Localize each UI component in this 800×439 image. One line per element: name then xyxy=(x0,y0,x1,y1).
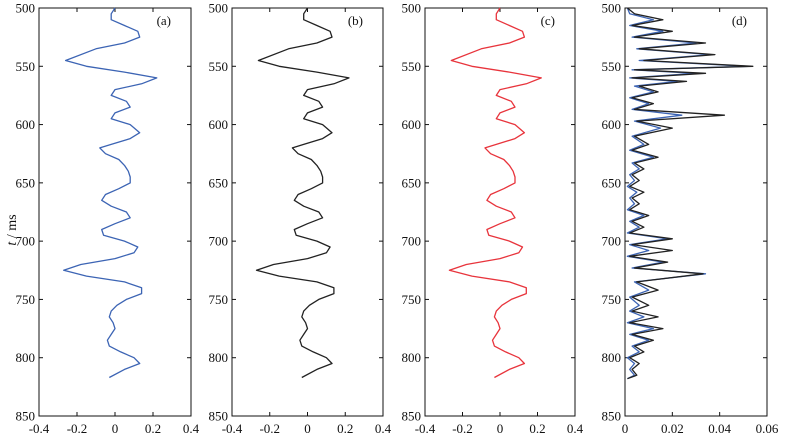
panel-label: (c) xyxy=(541,13,555,28)
y-tick-label: 600 xyxy=(402,117,422,132)
y-tick-label: 750 xyxy=(602,292,622,307)
y-tick-label: 550 xyxy=(602,59,622,74)
series-line-2 xyxy=(626,7,754,380)
x-tick-label: -0.2 xyxy=(452,421,473,436)
x-tick-label: 0.2 xyxy=(529,421,545,436)
y-tick-label: 650 xyxy=(16,175,36,190)
y-tick-label: 500 xyxy=(16,1,36,16)
y-tick-label: 700 xyxy=(16,234,36,249)
y-tick-label: 550 xyxy=(16,59,36,74)
x-tick-label: -0.4 xyxy=(222,421,243,436)
series-line-1 xyxy=(255,7,350,379)
x-tick-label: 0.4 xyxy=(183,421,200,436)
panel-2: 500 550 600 650 700 750 800 850-0.4 -0.2 0 0.2 0.4 (… xyxy=(209,1,392,437)
plot-frame xyxy=(424,7,576,417)
y-axis-label-symbol: t xyxy=(5,241,20,246)
panel-label: (d) xyxy=(732,13,747,28)
y-tick-label: 750 xyxy=(209,292,229,307)
panel-label: (a) xyxy=(157,13,171,28)
y-tick-label: 850 xyxy=(402,409,422,424)
y-tick-label: 850 xyxy=(16,409,36,424)
x-tick-label: 0.02 xyxy=(661,421,684,436)
x-tick-label: 0.2 xyxy=(145,421,161,436)
y-tick-label: 850 xyxy=(602,409,622,424)
y-tick-label: 700 xyxy=(402,234,422,249)
x-tick-label: 0.04 xyxy=(708,421,731,436)
series-line-1 xyxy=(63,7,158,379)
y-tick-label: 800 xyxy=(602,350,622,365)
y-tick-label: 800 xyxy=(16,350,36,365)
x-tick-label: -0.4 xyxy=(29,421,50,436)
y-tick-label: 500 xyxy=(602,1,622,16)
y-tick-label: 500 xyxy=(209,1,229,16)
series-line-1 xyxy=(448,7,542,379)
panel-label: (b) xyxy=(348,13,363,28)
y-tick-label: 550 xyxy=(402,59,422,74)
x-tick-label: 0 xyxy=(112,421,119,436)
y-tick-label: 800 xyxy=(209,350,229,365)
series-line-1 xyxy=(626,7,749,380)
x-tick-label: -0.2 xyxy=(259,421,280,436)
y-tick-label: 850 xyxy=(209,409,229,424)
x-tick-label: 0.4 xyxy=(567,421,584,436)
y-tick-label: 750 xyxy=(16,292,36,307)
y-tick-label: 650 xyxy=(402,175,422,190)
y-tick-label: 800 xyxy=(402,350,422,365)
x-tick-label: -0.2 xyxy=(67,421,88,436)
y-tick-label: 650 xyxy=(602,175,622,190)
x-tick-label: 0 xyxy=(622,421,629,436)
x-tick-label: 0 xyxy=(304,421,311,436)
y-axis-label-unit: / ms xyxy=(5,214,20,241)
y-tick-label: 600 xyxy=(209,117,229,132)
x-tick-label: 0.2 xyxy=(337,421,353,436)
x-tick-label: 0.06 xyxy=(756,421,779,436)
y-tick-label: 700 xyxy=(209,234,229,249)
plot-frame xyxy=(231,7,384,417)
y-tick-label: 700 xyxy=(602,234,622,249)
x-tick-label: -0.4 xyxy=(415,421,436,436)
y-tick-label: 600 xyxy=(16,117,36,132)
y-tick-label: 550 xyxy=(209,59,229,74)
plot-frame xyxy=(38,7,192,417)
panel-3: 500 550 600 650 700 750 800 850-0.4 -0.2 0 0.2 0.4 (… xyxy=(402,1,584,437)
x-tick-label: 0 xyxy=(497,421,504,436)
x-tick-label: 0.4 xyxy=(375,421,392,436)
panel-1: 500 550 600 650 700 750 800 850-0.4 -0.2 0 0.2 0.4 (… xyxy=(16,1,200,437)
y-tick-label: 750 xyxy=(402,292,422,307)
y-tick-label: 650 xyxy=(209,175,229,190)
y-tick-label: 600 xyxy=(602,117,622,132)
plot-frame xyxy=(624,7,768,417)
y-tick-label: 500 xyxy=(402,1,422,16)
y-axis-label: t / ms xyxy=(5,214,20,245)
